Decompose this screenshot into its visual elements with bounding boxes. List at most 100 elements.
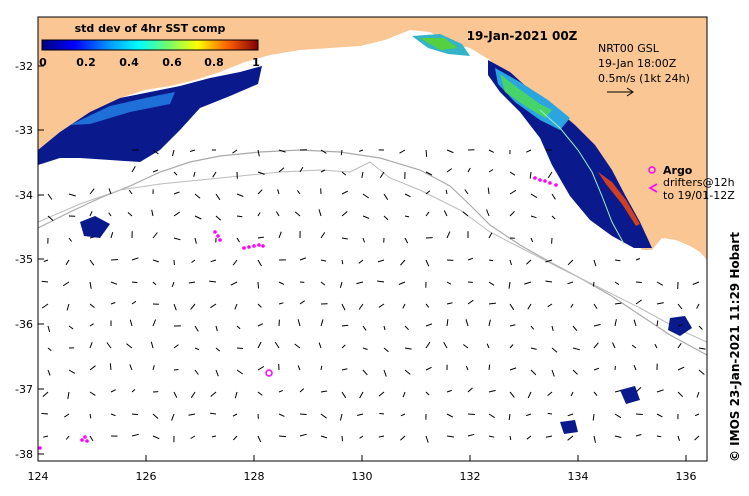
current-vector xyxy=(443,210,448,217)
current-vector xyxy=(635,281,642,283)
argo-marker-icon xyxy=(648,166,656,174)
current-vector xyxy=(341,171,347,176)
current-vector xyxy=(633,364,637,371)
current-vector xyxy=(66,303,70,311)
current-vector xyxy=(509,435,512,441)
colorbar-tick: 0 xyxy=(39,56,47,69)
current-vector xyxy=(551,193,556,200)
current-vector xyxy=(614,281,620,286)
current-vector xyxy=(425,303,430,308)
current-vector xyxy=(530,237,534,243)
current-vector xyxy=(194,237,197,244)
current-vector xyxy=(278,231,282,239)
current-vector xyxy=(257,236,264,239)
current-vector xyxy=(341,324,349,327)
current-vector xyxy=(299,166,304,173)
current-vector xyxy=(698,347,706,350)
info-block: NRT00 GSL 19-Jan 18:00Z 0.5m/s (1kt 24h) xyxy=(598,42,690,97)
current-vector xyxy=(89,281,92,289)
current-vector xyxy=(446,302,453,305)
current-vector xyxy=(320,149,327,154)
current-vector xyxy=(211,435,217,438)
current-vector xyxy=(341,344,346,349)
current-vector xyxy=(67,391,70,399)
current-vector xyxy=(425,435,429,443)
bathymetry-contour xyxy=(38,149,707,356)
current-vector xyxy=(194,325,199,332)
current-vector xyxy=(236,369,243,375)
current-vector xyxy=(212,171,217,178)
current-vector xyxy=(656,302,664,305)
current-vector xyxy=(614,435,622,438)
current-vector xyxy=(152,319,157,327)
current-vector xyxy=(152,435,160,440)
current-vector xyxy=(614,390,621,393)
current-vector xyxy=(377,259,385,263)
y-tick-label: -36 xyxy=(15,318,33,331)
current-vector xyxy=(359,149,364,152)
current-vector xyxy=(698,369,705,375)
current-vector xyxy=(399,149,406,154)
current-vector xyxy=(65,435,70,440)
current-vector xyxy=(614,302,622,305)
current-vector xyxy=(172,149,175,157)
current-vector xyxy=(404,193,411,198)
current-vector xyxy=(551,369,555,377)
current-vector xyxy=(152,281,157,286)
map-title: 19-Jan-2021 00Z xyxy=(467,29,578,43)
current-vector xyxy=(278,281,285,285)
current-vector xyxy=(257,189,263,195)
current-vector xyxy=(131,281,138,284)
current-vector xyxy=(339,281,343,289)
current-vector xyxy=(89,413,92,419)
current-vector xyxy=(171,413,175,421)
current-vector xyxy=(509,259,512,266)
current-vector xyxy=(677,391,684,398)
current-vector xyxy=(446,231,451,239)
current-vector xyxy=(383,347,389,353)
current-vector xyxy=(110,259,119,261)
current-vector xyxy=(509,367,517,371)
current-vector xyxy=(236,325,241,330)
current-vector xyxy=(210,259,217,263)
current-vector xyxy=(297,365,301,371)
current-vector xyxy=(358,259,364,264)
current-vector xyxy=(465,366,469,371)
current-vector xyxy=(383,193,389,200)
current-vector xyxy=(236,215,243,218)
current-vector xyxy=(547,391,553,396)
current-vector xyxy=(656,320,659,327)
current-vector xyxy=(572,369,578,375)
current-vector xyxy=(570,391,574,397)
current-vector xyxy=(467,387,473,393)
x-tick-label: 134 xyxy=(568,470,589,483)
current-vector xyxy=(171,281,175,287)
current-vector xyxy=(152,232,158,239)
current-vector xyxy=(509,391,515,398)
current-vector xyxy=(47,325,51,333)
current-vector xyxy=(318,209,322,217)
current-vector xyxy=(68,193,76,197)
current-vector xyxy=(320,390,328,393)
current-vector xyxy=(398,281,406,285)
current-vector xyxy=(210,391,217,397)
current-vector xyxy=(47,347,52,351)
current-vector xyxy=(572,347,580,351)
colorbar-legend: std dev of 4hr SST comp 0 0.2 0.4 0.6 0.… xyxy=(39,22,260,69)
current-vector xyxy=(110,281,118,285)
current-vector xyxy=(89,236,95,239)
current-vector xyxy=(194,215,202,220)
current-vector xyxy=(614,319,617,327)
current-vector xyxy=(151,209,154,217)
current-vector xyxy=(339,413,343,421)
current-vector xyxy=(467,299,474,305)
current-vector xyxy=(277,189,280,195)
current-vector xyxy=(530,215,537,219)
current-vector xyxy=(41,303,49,309)
current-vector xyxy=(400,413,406,417)
current-vector xyxy=(446,435,454,438)
current-vector xyxy=(43,259,49,262)
current-vector xyxy=(696,303,700,309)
current-vector xyxy=(635,387,642,393)
current-vector xyxy=(209,280,217,283)
